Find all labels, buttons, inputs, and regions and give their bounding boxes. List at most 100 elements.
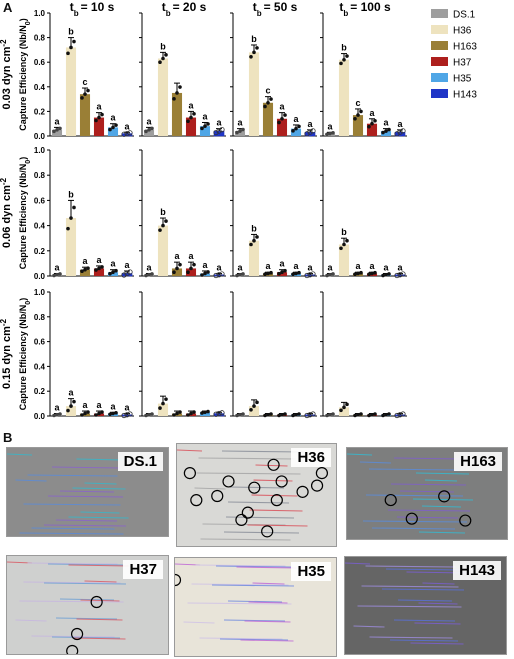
data-point [241,127,245,132]
significance-letter: c [355,98,360,108]
column-header-value: = 100 s [350,0,391,14]
data-point [83,411,87,416]
data-point [203,271,207,276]
column-header: tb = 50 s [253,0,298,18]
data-point [280,412,284,417]
y-tick-label: 0.2 [34,387,46,396]
data-point [94,268,98,272]
data-point [189,411,193,416]
significance-letter: a [397,262,403,272]
data-point [241,412,245,416]
data-point [307,272,313,278]
panel-b-label: B [3,430,13,445]
data-point [150,412,154,416]
data-point [121,131,127,137]
row-label: 0.06 dyn cm-2 [0,177,13,248]
data-point [58,126,62,131]
data-point [263,413,267,418]
data-point [158,406,162,410]
data-point [219,271,225,277]
data-point [400,128,406,134]
significance-letter: a [188,251,194,261]
y-axis-label-end: ) [18,157,28,160]
data-point [97,115,101,120]
significance-letter: a [110,113,116,123]
bar [171,268,183,276]
data-point [52,129,56,134]
legend-label: H35 [453,74,472,85]
data-point [213,272,219,279]
data-point [297,270,301,275]
data-point [213,129,219,136]
data-point [367,272,371,277]
bar [338,59,350,136]
legend-swatch [431,41,448,50]
data-point [328,272,332,277]
data-point [200,411,204,415]
data-point [69,45,73,50]
data-point [121,412,127,419]
row-label-text: 0.03 dyn cm [1,46,13,109]
bar [143,129,155,136]
data-point [291,272,295,277]
data-point [353,272,357,277]
row-label: 0.15 dyn cm-2 [0,318,13,389]
y-axis-label-main: Capture Efficiency (Nb/N [18,305,28,411]
y-tick-label: 0.8 [34,171,46,180]
significance-letter: b [251,223,257,233]
data-point [307,412,313,418]
significance-letter: b [160,207,166,217]
data-point [266,271,270,276]
significance-letter: a [397,119,403,129]
data-point [328,412,332,417]
legend-label: DS.1 [453,10,476,21]
y-tick-label: 0.6 [34,196,46,205]
data-point [121,272,127,278]
data-point [283,113,287,117]
bar [171,92,183,136]
data-point [387,272,391,276]
data-point [373,270,377,275]
data-point [304,131,310,137]
data-point [387,412,391,416]
significance-letter: a [54,262,60,272]
data-point [252,404,256,408]
data-point [55,272,59,277]
data-point [283,412,287,416]
y-tick-label: 0.6 [34,58,46,67]
data-point [373,118,377,123]
data-point [384,412,388,417]
significance-letter: a [369,261,375,271]
data-point [66,408,70,413]
significance-letter: a [96,102,102,112]
data-point [297,412,301,416]
significance-letter: a [188,100,194,110]
bar [107,127,119,136]
data-point [394,272,400,279]
data-point [97,411,101,416]
y-tick-label: 0.4 [34,362,46,371]
data-point [175,91,179,95]
data-point [72,205,76,210]
bar [185,117,197,136]
column-header-sub: b [343,9,348,18]
data-point [111,270,115,275]
data-point [269,97,273,101]
y-tick-label: 0.4 [34,83,46,92]
y-tick-label: 0.2 [34,107,46,116]
y-axis-label-group: Capture Efficiency (Nb/N0) [18,18,32,130]
data-point [147,272,151,277]
data-point [69,216,73,220]
row-label-sup: -2 [0,177,8,185]
y-tick-label: 1.0 [34,9,46,18]
data-point [127,130,133,136]
data-point [114,268,118,273]
significance-letter: c [265,86,270,96]
data-point [339,246,343,251]
bar [51,129,63,136]
data-point [307,129,313,135]
bar [276,272,288,276]
data-point [158,60,162,64]
significance-letter: a [146,262,152,272]
data-point [161,401,165,406]
